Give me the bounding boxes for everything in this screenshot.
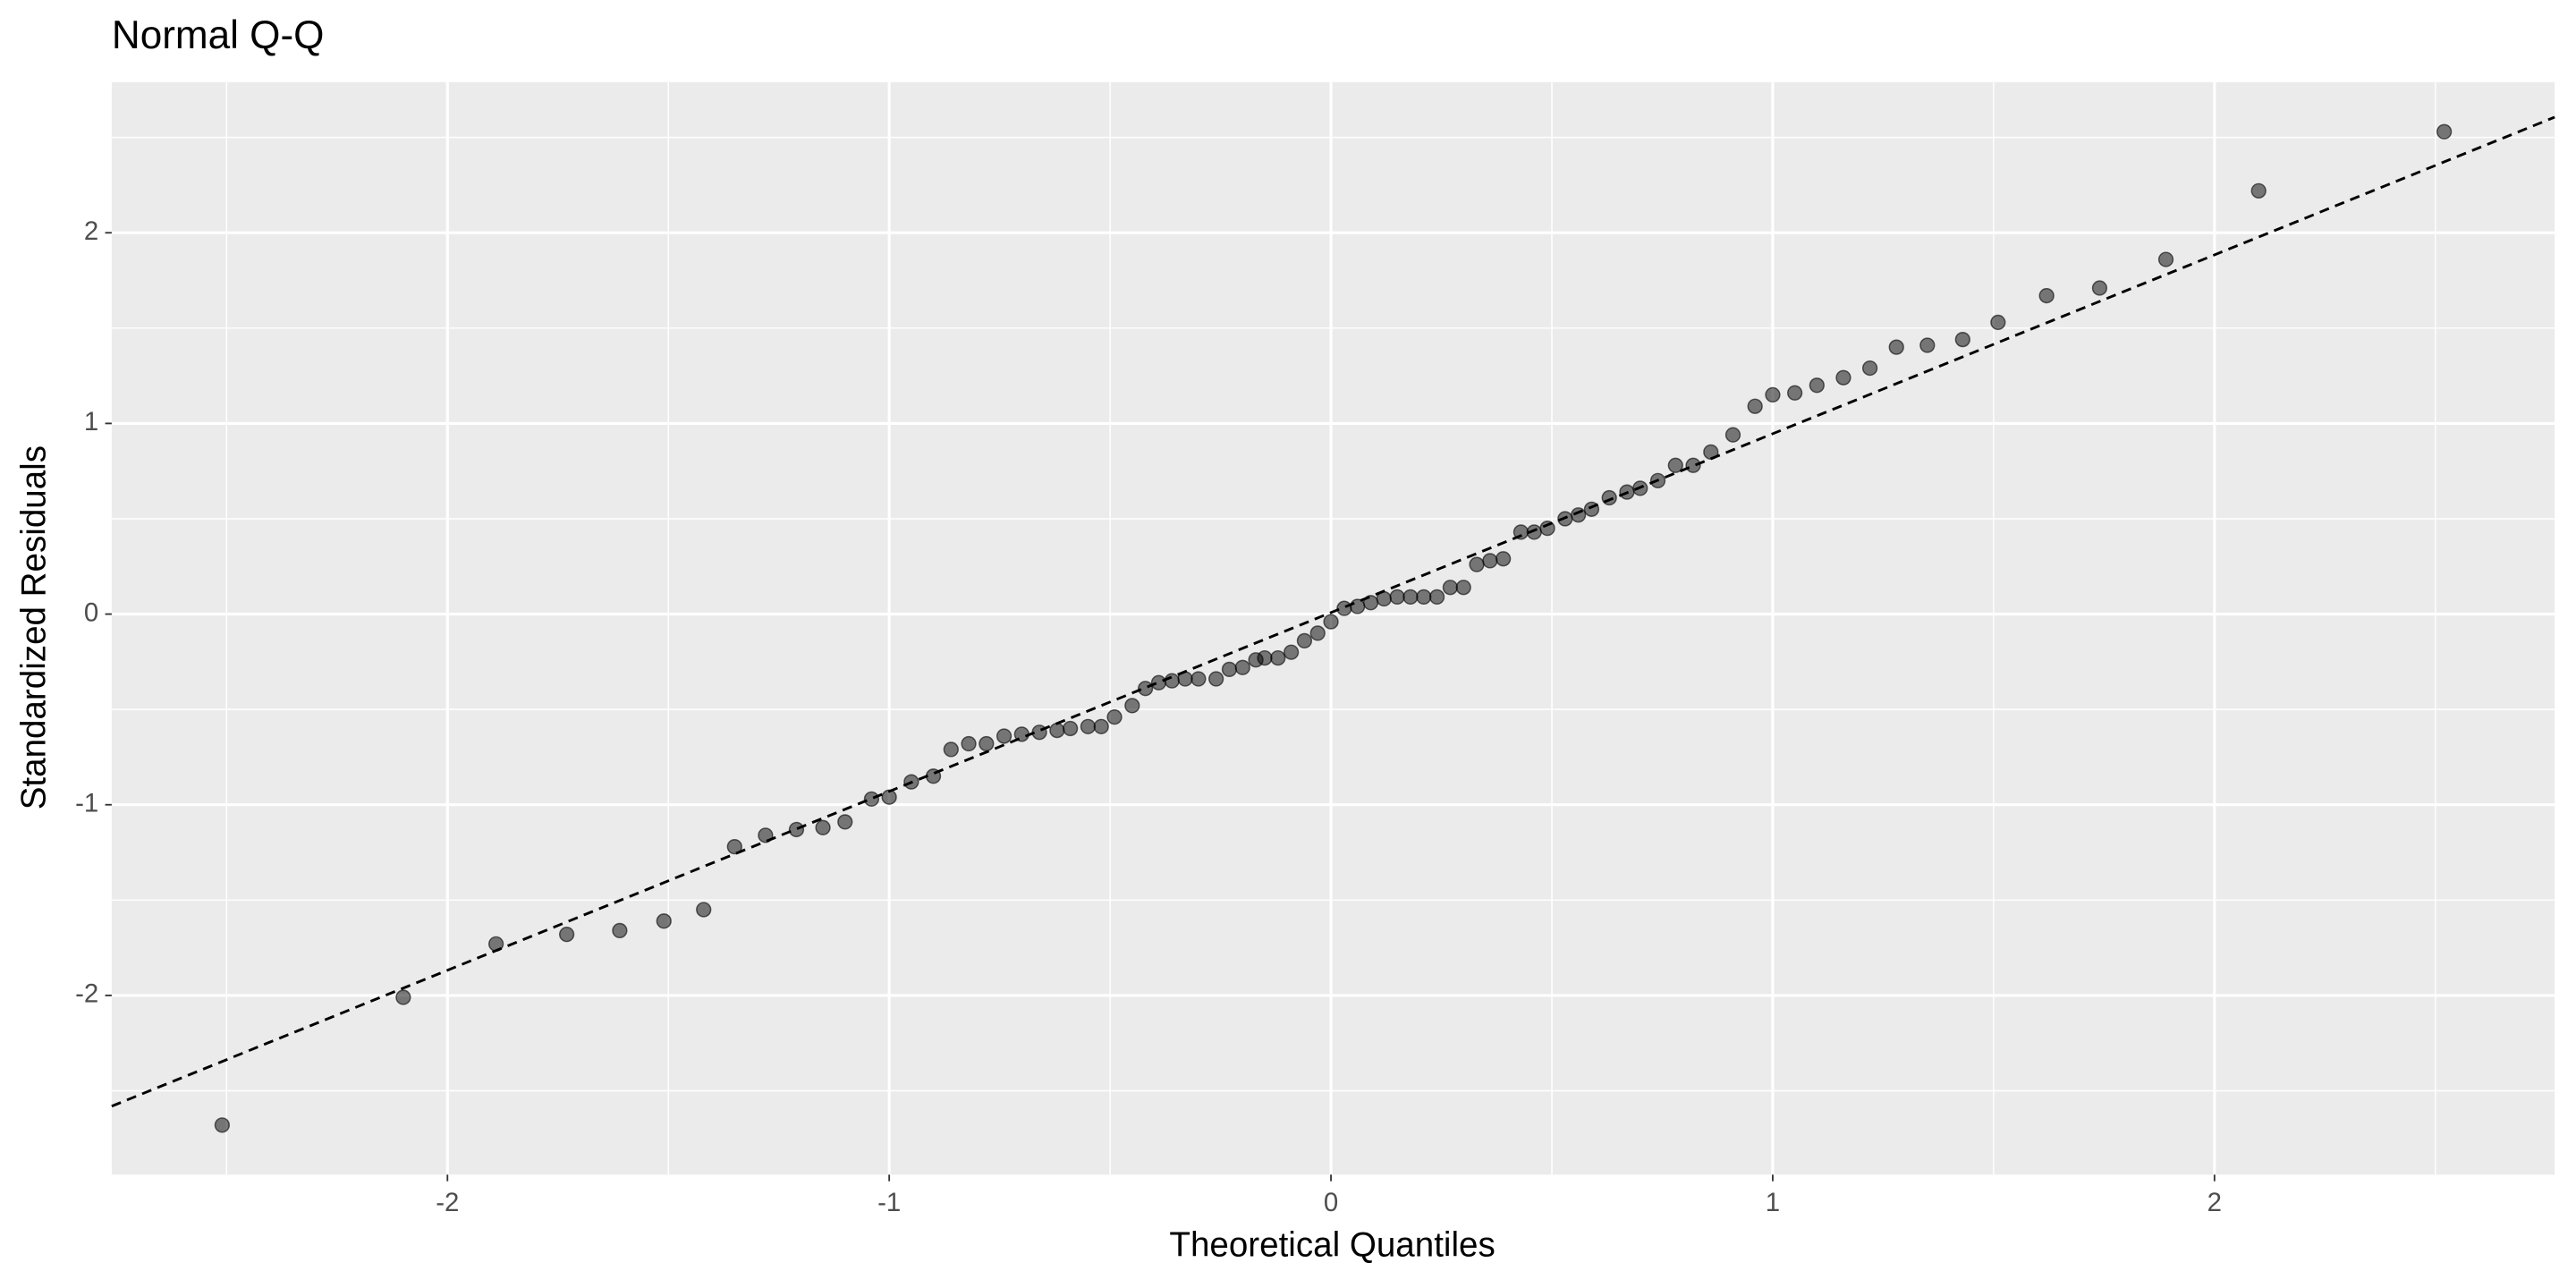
point bbox=[863, 791, 880, 807]
reference-line bbox=[111, 115, 2555, 1108]
x-tick-label: 1 bbox=[1766, 1188, 1780, 1217]
point bbox=[726, 838, 742, 855]
point bbox=[1164, 673, 1180, 689]
point bbox=[1208, 671, 1224, 687]
point bbox=[1919, 337, 1936, 353]
point bbox=[1482, 553, 1498, 569]
point bbox=[1323, 614, 1339, 630]
point bbox=[2091, 280, 2108, 296]
y-axis-title: Standardized Residuals bbox=[15, 445, 54, 809]
point bbox=[1954, 331, 1970, 348]
y-tick-label: 2 bbox=[84, 216, 98, 246]
x-tick-label: 2 bbox=[2207, 1188, 2222, 1217]
point bbox=[1191, 671, 1207, 687]
point bbox=[558, 927, 575, 943]
point bbox=[1296, 632, 1313, 649]
point bbox=[1416, 589, 1432, 606]
x-tick-label: -1 bbox=[877, 1188, 901, 1217]
point bbox=[2436, 123, 2453, 140]
point bbox=[1990, 314, 2006, 331]
point bbox=[1747, 398, 1763, 414]
point bbox=[1809, 377, 1825, 394]
point bbox=[815, 819, 831, 835]
point bbox=[612, 922, 628, 939]
x-tick-label: 0 bbox=[1324, 1188, 1338, 1217]
point bbox=[1428, 589, 1445, 606]
point bbox=[1350, 598, 1366, 614]
point bbox=[1724, 427, 1741, 443]
point bbox=[1786, 385, 1803, 401]
point bbox=[1336, 600, 1352, 616]
point bbox=[1283, 644, 1300, 660]
point bbox=[1601, 489, 1617, 506]
point bbox=[979, 735, 995, 752]
point bbox=[1309, 625, 1326, 641]
y-tick-label: 1 bbox=[84, 407, 98, 436]
point bbox=[1150, 674, 1167, 691]
point bbox=[2038, 287, 2055, 304]
x-axis-title: Theoretical Quantiles bbox=[1169, 1225, 1495, 1264]
point bbox=[1257, 649, 1273, 666]
point bbox=[696, 902, 712, 918]
point bbox=[837, 814, 853, 830]
point bbox=[1765, 386, 1781, 403]
point bbox=[1442, 580, 1459, 596]
point bbox=[1270, 649, 1286, 666]
y-tick-label: -1 bbox=[75, 788, 98, 818]
point bbox=[1570, 507, 1587, 523]
point bbox=[996, 728, 1013, 744]
point bbox=[1389, 589, 1405, 606]
point bbox=[1221, 661, 1238, 678]
point bbox=[1093, 718, 1109, 734]
point bbox=[1455, 580, 1471, 596]
point bbox=[1861, 360, 1878, 377]
point bbox=[1888, 339, 1904, 355]
point bbox=[1835, 369, 1852, 386]
point bbox=[1469, 556, 1485, 572]
point bbox=[395, 989, 411, 1005]
point bbox=[788, 821, 805, 838]
point bbox=[961, 735, 977, 752]
y-tick-label: 0 bbox=[84, 597, 98, 627]
point bbox=[1234, 659, 1250, 675]
point bbox=[1124, 698, 1140, 714]
y-tick-label: -2 bbox=[75, 979, 98, 1009]
point bbox=[1049, 722, 1065, 739]
x-tick-label: -2 bbox=[436, 1188, 459, 1217]
point bbox=[656, 913, 672, 929]
point bbox=[1685, 457, 1701, 473]
point bbox=[2157, 251, 2174, 267]
chart-title: Normal Q-Q bbox=[112, 13, 325, 57]
point bbox=[1080, 718, 1097, 734]
point bbox=[1496, 551, 1512, 567]
point bbox=[943, 741, 959, 758]
point bbox=[214, 1117, 231, 1133]
point bbox=[1402, 589, 1419, 606]
point bbox=[2250, 182, 2267, 199]
point bbox=[1063, 720, 1079, 737]
point bbox=[1667, 457, 1683, 473]
point bbox=[1106, 709, 1123, 725]
